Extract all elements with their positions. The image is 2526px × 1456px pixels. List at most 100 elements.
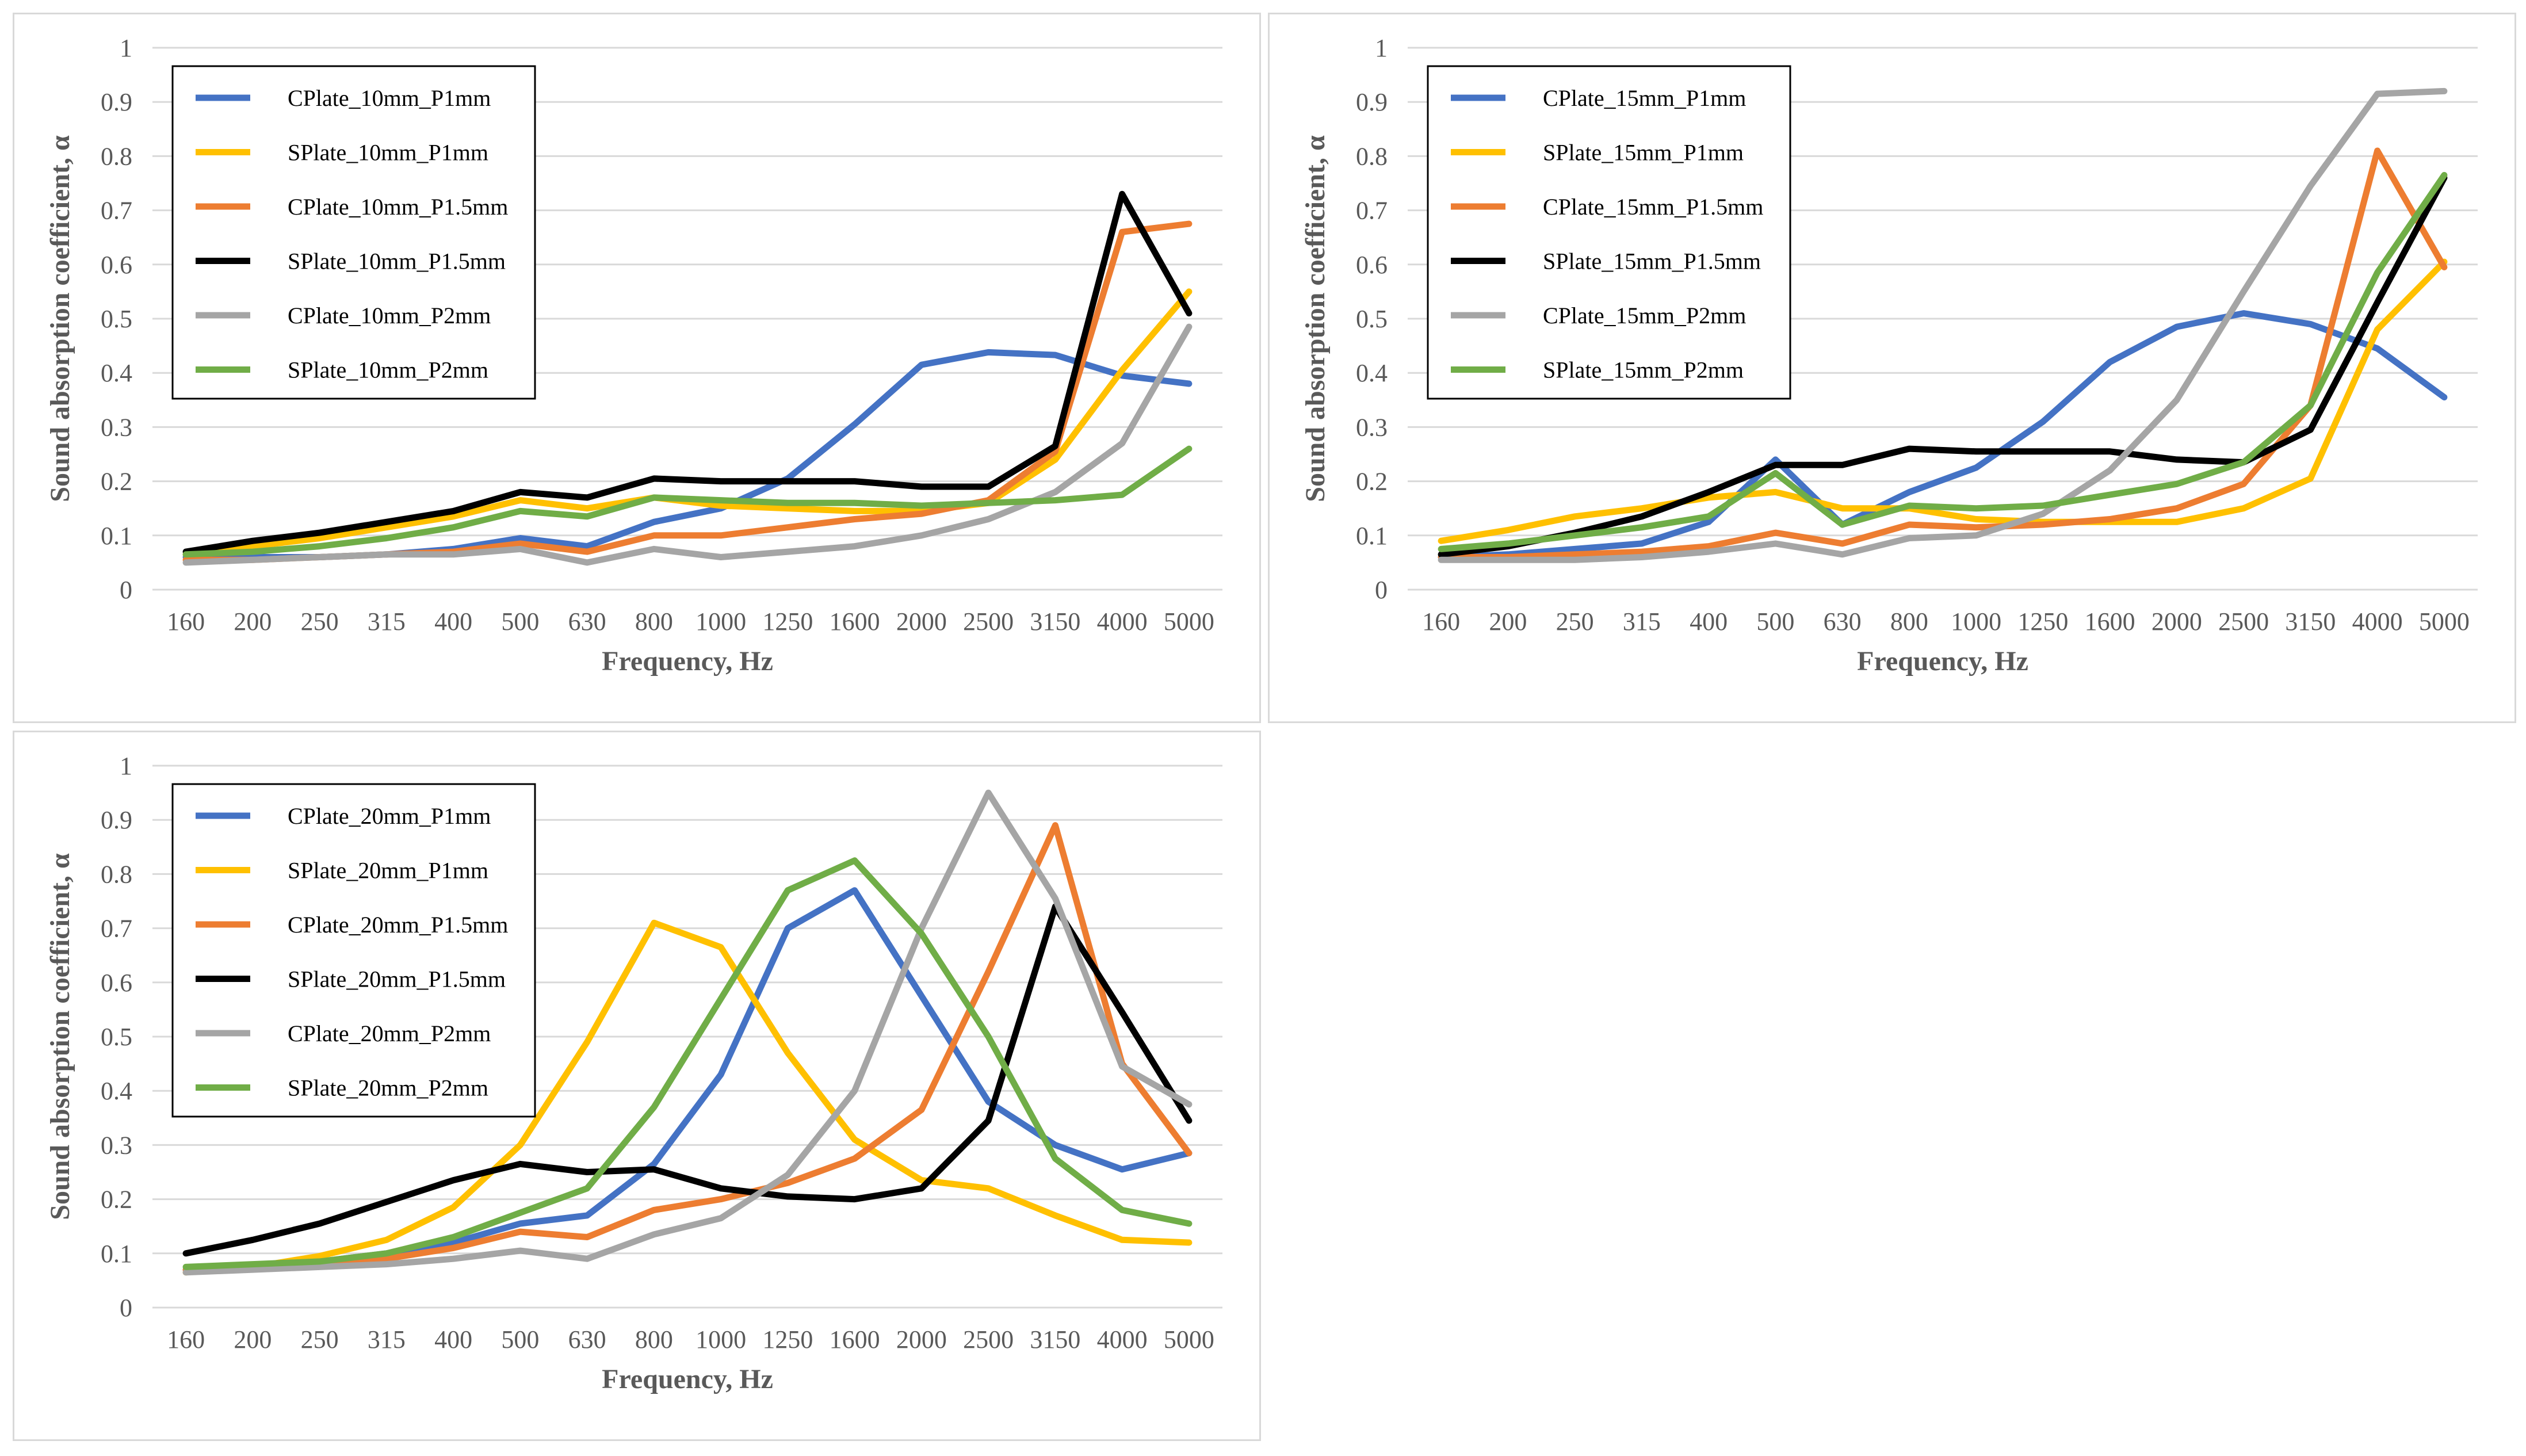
data-point bbox=[385, 1252, 388, 1255]
data-point bbox=[1054, 354, 1056, 356]
x-tick-label: 3150 bbox=[1030, 607, 1080, 636]
data-point bbox=[786, 1195, 789, 1198]
data-point bbox=[786, 480, 789, 483]
data-point bbox=[1121, 231, 1123, 233]
legend-label: SPlate_10mm_P1.5mm bbox=[288, 249, 506, 274]
y-tick-label: 0.8 bbox=[101, 142, 132, 170]
data-point bbox=[519, 491, 521, 493]
data-point bbox=[1188, 383, 1190, 385]
data-point bbox=[385, 537, 388, 540]
data-point bbox=[1054, 1144, 1056, 1146]
data-point bbox=[653, 496, 655, 499]
y-tick-label: 0.4 bbox=[101, 1077, 132, 1105]
x-axis-title: Frequency, Hz bbox=[602, 646, 773, 677]
data-point bbox=[1841, 464, 1844, 466]
data-point bbox=[519, 1144, 521, 1146]
data-point bbox=[1641, 556, 1643, 558]
data-point bbox=[987, 970, 989, 973]
data-point bbox=[319, 545, 321, 548]
y-tick-label: 0.5 bbox=[101, 1023, 132, 1051]
data-point bbox=[854, 1138, 856, 1141]
x-tick-label: 250 bbox=[1556, 607, 1594, 636]
legend-label: CPlate_20mm_P1mm bbox=[288, 803, 491, 829]
y-axis-title: Sound absorption coefficient, α bbox=[45, 853, 75, 1220]
data-point bbox=[720, 480, 722, 483]
data-point bbox=[251, 559, 254, 561]
x-tick-label: 250 bbox=[301, 1325, 339, 1354]
data-point bbox=[786, 526, 789, 529]
data-point bbox=[1975, 518, 1977, 521]
y-tick-label: 0.6 bbox=[1356, 251, 1388, 279]
x-tick-label: 1250 bbox=[762, 1325, 813, 1354]
data-point bbox=[1574, 559, 1576, 561]
series-line-CPlate_15mm_P1mm bbox=[1438, 310, 2448, 560]
data-point bbox=[519, 1230, 521, 1233]
data-point bbox=[1121, 1209, 1123, 1211]
legend-label: SPlate_20mm_P1.5mm bbox=[288, 966, 506, 992]
data-point bbox=[385, 1258, 388, 1260]
data-point bbox=[653, 1168, 655, 1171]
legend-label: SPlate_15mm_P2mm bbox=[1543, 357, 1744, 383]
data-point bbox=[653, 521, 655, 523]
legend-label: CPlate_15mm_P2mm bbox=[1543, 303, 1746, 328]
data-point bbox=[1507, 529, 1509, 531]
data-point bbox=[586, 1258, 588, 1260]
y-tick-label: 1 bbox=[1375, 34, 1388, 62]
data-point bbox=[519, 1212, 521, 1214]
data-point bbox=[2376, 93, 2379, 95]
data-point bbox=[1121, 1011, 1123, 1014]
data-point bbox=[2443, 90, 2445, 92]
data-point bbox=[185, 561, 187, 564]
x-axis-title: Frequency, Hz bbox=[1857, 646, 2028, 677]
chart-panel-15mm: 0 0.1 0.2 0.3 0.4 0.5 0.6 0.7 0.8 0.9 1 160 200 250 31… bbox=[1268, 13, 2516, 723]
x-tick-label: 1600 bbox=[830, 607, 880, 636]
y-tick-label: 0.5 bbox=[101, 305, 132, 333]
x-tick-label: 500 bbox=[501, 1325, 539, 1354]
legend: CPlate_15mm_P1mm SPlate_15mm_P1mm CPlate_1… bbox=[1427, 65, 1791, 400]
x-tick-label: 250 bbox=[301, 607, 339, 636]
data-point bbox=[1188, 312, 1190, 315]
legend-box bbox=[1427, 65, 1791, 400]
data-point bbox=[586, 561, 588, 564]
data-point bbox=[987, 351, 989, 353]
data-point bbox=[786, 889, 789, 892]
data-point bbox=[1975, 450, 1977, 453]
legend-label: SPlate_20mm_P2mm bbox=[288, 1075, 488, 1101]
x-tick-label: 1000 bbox=[1951, 607, 2001, 636]
data-point bbox=[653, 1233, 655, 1236]
data-point bbox=[1440, 548, 1442, 550]
y-tick-label: 0.1 bbox=[101, 522, 132, 550]
data-point bbox=[1774, 464, 1776, 466]
data-point bbox=[185, 1266, 187, 1268]
data-point bbox=[586, 1214, 588, 1217]
data-point bbox=[2176, 483, 2178, 485]
data-point bbox=[1121, 1168, 1123, 1171]
series-line-CPlate_20mm_P2mm bbox=[182, 789, 1193, 1276]
data-point bbox=[854, 510, 856, 512]
data-point bbox=[452, 1236, 454, 1239]
data-point bbox=[653, 534, 655, 537]
data-point bbox=[1440, 540, 1442, 542]
data-point bbox=[720, 1198, 722, 1201]
data-point bbox=[1188, 1241, 1190, 1244]
data-point bbox=[385, 1239, 388, 1241]
data-point bbox=[1054, 458, 1056, 461]
x-tick-label: 3150 bbox=[2285, 607, 2336, 636]
data-point bbox=[2109, 469, 2111, 472]
data-point bbox=[854, 545, 856, 548]
data-point bbox=[586, 515, 588, 518]
data-point bbox=[319, 1255, 321, 1258]
data-point bbox=[1641, 515, 1643, 518]
y-tick-label: 0.9 bbox=[1356, 88, 1388, 116]
y-tick-label: 1 bbox=[120, 34, 132, 62]
data-point bbox=[2176, 326, 2178, 328]
data-point bbox=[519, 1222, 521, 1225]
data-point bbox=[1121, 193, 1123, 195]
data-point bbox=[2042, 513, 2044, 515]
data-point bbox=[786, 502, 789, 504]
x-tick-label: 200 bbox=[234, 607, 272, 636]
data-point bbox=[854, 889, 856, 892]
x-tick-label: 800 bbox=[1890, 607, 1928, 636]
data-point bbox=[1641, 551, 1643, 553]
data-point bbox=[854, 502, 856, 504]
